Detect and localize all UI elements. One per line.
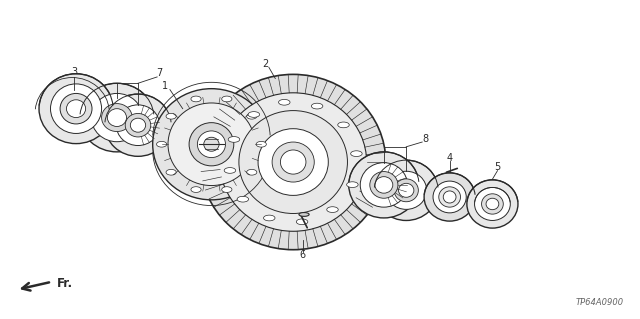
Ellipse shape: [105, 94, 172, 156]
Ellipse shape: [374, 160, 438, 220]
Ellipse shape: [394, 179, 419, 202]
Ellipse shape: [439, 187, 461, 207]
Ellipse shape: [239, 111, 348, 213]
Ellipse shape: [338, 122, 349, 128]
Ellipse shape: [246, 169, 257, 175]
Ellipse shape: [204, 137, 219, 151]
Text: 5: 5: [495, 162, 500, 173]
Ellipse shape: [221, 187, 232, 192]
Ellipse shape: [327, 207, 339, 212]
Text: 6: 6: [300, 250, 306, 260]
Ellipse shape: [424, 173, 475, 221]
Text: Fr.: Fr.: [57, 277, 73, 290]
Ellipse shape: [280, 150, 306, 174]
Ellipse shape: [349, 152, 419, 218]
Ellipse shape: [444, 191, 456, 203]
Ellipse shape: [221, 96, 232, 102]
Ellipse shape: [248, 112, 260, 117]
Text: 3: 3: [71, 67, 77, 77]
Ellipse shape: [311, 103, 323, 109]
Ellipse shape: [168, 103, 255, 186]
Text: 4: 4: [447, 153, 452, 163]
Ellipse shape: [299, 212, 309, 216]
Ellipse shape: [102, 104, 132, 131]
Ellipse shape: [351, 151, 362, 157]
Ellipse shape: [131, 118, 146, 132]
Ellipse shape: [228, 137, 240, 142]
Text: TP64A0900: TP64A0900: [575, 298, 623, 307]
Ellipse shape: [467, 180, 518, 228]
Ellipse shape: [272, 142, 314, 182]
Ellipse shape: [166, 113, 176, 119]
Ellipse shape: [370, 172, 398, 198]
Text: 1: 1: [163, 81, 168, 91]
Ellipse shape: [296, 219, 308, 225]
Ellipse shape: [92, 93, 143, 142]
Ellipse shape: [153, 89, 270, 200]
Ellipse shape: [51, 84, 102, 133]
Ellipse shape: [189, 123, 234, 166]
Ellipse shape: [197, 131, 225, 158]
Ellipse shape: [220, 93, 367, 231]
Ellipse shape: [224, 167, 236, 173]
Ellipse shape: [125, 114, 151, 137]
Ellipse shape: [246, 113, 257, 119]
Ellipse shape: [486, 198, 499, 210]
Ellipse shape: [191, 187, 201, 192]
Ellipse shape: [360, 163, 408, 207]
Ellipse shape: [386, 171, 427, 209]
Ellipse shape: [39, 74, 113, 144]
Ellipse shape: [347, 182, 358, 188]
Ellipse shape: [237, 196, 248, 202]
Ellipse shape: [278, 100, 290, 105]
Ellipse shape: [258, 129, 328, 196]
Text: 2: 2: [262, 59, 269, 69]
Ellipse shape: [481, 194, 503, 214]
Ellipse shape: [166, 169, 176, 175]
Ellipse shape: [375, 177, 393, 193]
Ellipse shape: [116, 105, 160, 145]
Ellipse shape: [200, 74, 386, 250]
Ellipse shape: [256, 141, 266, 147]
Ellipse shape: [67, 100, 86, 118]
Ellipse shape: [60, 93, 92, 124]
Ellipse shape: [399, 183, 414, 197]
Ellipse shape: [433, 181, 467, 213]
Text: 8: 8: [422, 134, 428, 144]
Ellipse shape: [157, 141, 167, 147]
Ellipse shape: [191, 96, 201, 102]
Ellipse shape: [264, 215, 275, 221]
Ellipse shape: [474, 188, 510, 220]
Ellipse shape: [108, 109, 127, 126]
Ellipse shape: [80, 83, 154, 152]
Text: 7: 7: [156, 68, 162, 78]
